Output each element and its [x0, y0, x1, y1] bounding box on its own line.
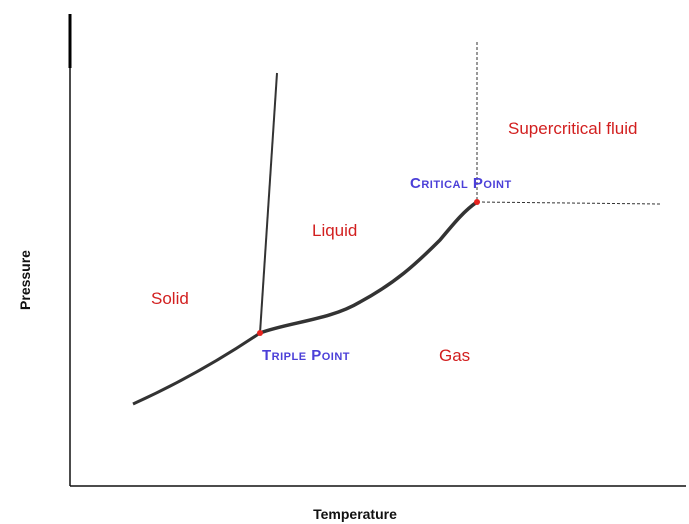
fusion-curve	[259, 72, 278, 334]
sublimation-curve	[132, 331, 261, 406]
region-label: Supercritical fluid	[508, 119, 637, 138]
point-label: Triple Point	[262, 347, 350, 364]
x-axis-label: Temperature	[313, 506, 397, 522]
region-label: Liquid	[312, 221, 357, 240]
vaporization-curve	[259, 200, 478, 335]
point-label: Critical Point	[410, 175, 512, 192]
region-label: Gas	[439, 346, 470, 365]
critical-point	[474, 199, 480, 205]
y-axis-label: Pressure	[17, 250, 33, 310]
critical-pressure-line	[476, 201, 661, 205]
region-label: Solid	[151, 289, 189, 308]
triple-point	[257, 330, 263, 336]
